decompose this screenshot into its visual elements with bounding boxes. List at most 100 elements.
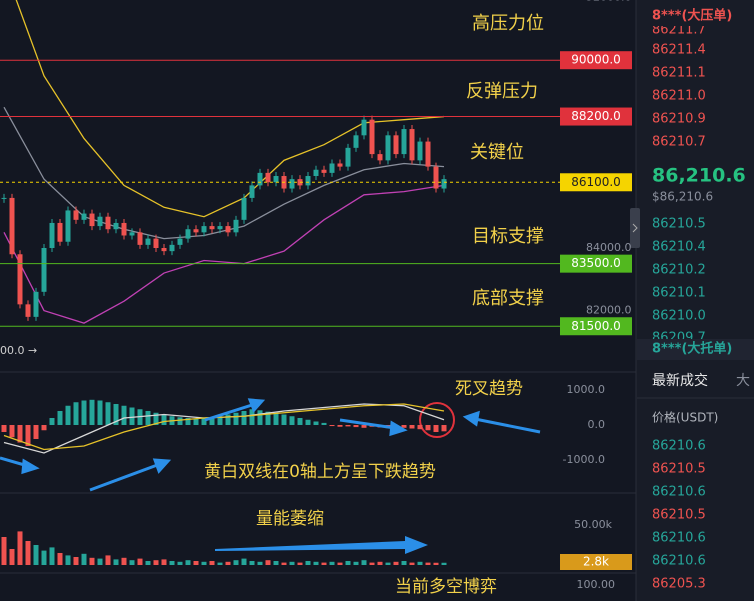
trade-price: 86210.5 xyxy=(652,508,706,523)
macd-bar xyxy=(345,425,351,427)
macd-bar xyxy=(313,421,319,425)
macd-bar xyxy=(305,419,311,425)
macd-tick-label: 1000.0 xyxy=(567,383,606,396)
volume-bar xyxy=(129,560,135,565)
candle xyxy=(273,176,279,183)
candle xyxy=(25,304,31,317)
candle xyxy=(49,222,55,248)
macd-bar xyxy=(337,425,343,427)
bid-price: 86210.0 xyxy=(652,309,706,324)
volume-bar xyxy=(393,561,399,565)
level-box xyxy=(560,51,632,70)
candle xyxy=(105,216,111,230)
macd-bar xyxy=(113,404,119,425)
macd-bar xyxy=(9,425,15,438)
macd-bar xyxy=(425,425,431,431)
volume-bar xyxy=(273,561,279,565)
ask-price: 86211.0 xyxy=(652,89,706,104)
volume-current-box xyxy=(560,554,632,570)
trade-price: 86210.6 xyxy=(652,554,706,569)
macd-bar xyxy=(65,405,71,425)
candle xyxy=(329,163,335,173)
bid-price: 86210.4 xyxy=(652,240,706,255)
last-price: 86,210.6 xyxy=(652,165,746,187)
ask-header-bg xyxy=(637,6,754,26)
candle xyxy=(89,213,95,227)
macd-bar xyxy=(289,416,295,425)
candle xyxy=(441,179,447,189)
volume-bar xyxy=(321,562,327,565)
candle xyxy=(161,248,167,252)
column-header: 价格(USDT) xyxy=(652,410,718,425)
ask-price: 86210.7 xyxy=(652,135,706,150)
candle xyxy=(265,172,271,183)
volume-note: 当前多空博弈 xyxy=(395,577,497,597)
collapse-tab[interactable] xyxy=(630,208,640,248)
ask-price: 86210.9 xyxy=(652,112,706,127)
level-box xyxy=(560,254,632,273)
price-tick-label: 84000.0 xyxy=(586,241,632,254)
band-line xyxy=(3,184,445,324)
volume-current-label: 2.8k xyxy=(583,555,609,569)
volume-bar xyxy=(417,561,423,565)
candle xyxy=(433,166,439,189)
price-tick-label: 82000.0 xyxy=(586,304,632,317)
candle xyxy=(129,232,135,236)
macd-bar xyxy=(233,412,239,425)
bid-price: 86210.2 xyxy=(652,263,706,278)
candle xyxy=(57,222,63,242)
level-label: 81500.0 xyxy=(571,319,621,333)
macd-bar xyxy=(33,425,39,439)
macd-bar xyxy=(129,407,135,425)
macd-bar xyxy=(73,402,79,425)
macd-bar xyxy=(17,425,23,443)
low-price-label: 00.0 → xyxy=(0,344,37,357)
volume-bar xyxy=(361,560,367,565)
volume-bar xyxy=(33,545,39,565)
candle xyxy=(217,226,223,230)
bid-header: 8***(大托单) xyxy=(652,341,732,357)
volume-bar xyxy=(137,558,143,565)
volume-bar xyxy=(353,561,359,565)
order-book-panel xyxy=(636,0,754,601)
volume-bar xyxy=(169,561,175,565)
volume-bar xyxy=(265,560,271,565)
volume-bar xyxy=(57,553,63,565)
candle xyxy=(313,169,319,177)
macd-bar xyxy=(273,412,279,425)
candle xyxy=(289,179,295,189)
volume-bar xyxy=(401,561,407,565)
candle xyxy=(305,176,311,186)
candle xyxy=(145,238,151,245)
volume-note: 量能萎缩 xyxy=(256,509,324,529)
volume-bar xyxy=(281,562,287,565)
macd-bar xyxy=(89,399,95,425)
level-box xyxy=(560,107,632,126)
volume-bar xyxy=(1,537,7,565)
level-note: 底部支撑 xyxy=(472,288,544,309)
macd-bar xyxy=(193,418,199,425)
volume-bar xyxy=(329,561,335,565)
candle xyxy=(169,244,175,252)
volume-bar xyxy=(305,561,311,565)
macd-bar xyxy=(417,425,423,430)
volume-bar xyxy=(433,562,439,565)
volume-bar xyxy=(193,561,199,565)
candle xyxy=(97,216,103,227)
level-box xyxy=(560,173,632,192)
tab[interactable]: 大 xyxy=(736,373,750,389)
volume-bar xyxy=(73,557,79,565)
macd-bar xyxy=(409,425,415,429)
macd-bar xyxy=(225,414,231,425)
macd-note: 死叉趋势 xyxy=(455,379,523,399)
candle xyxy=(65,210,71,242)
tab[interactable]: 最新成交 xyxy=(652,372,708,389)
macd-bar xyxy=(153,412,159,425)
trade-price: 86210.5 xyxy=(652,462,706,477)
volume-bar xyxy=(113,559,119,565)
volume-bar xyxy=(65,555,71,565)
volume-bar xyxy=(441,562,447,565)
candle xyxy=(153,238,159,248)
candle xyxy=(177,238,183,245)
